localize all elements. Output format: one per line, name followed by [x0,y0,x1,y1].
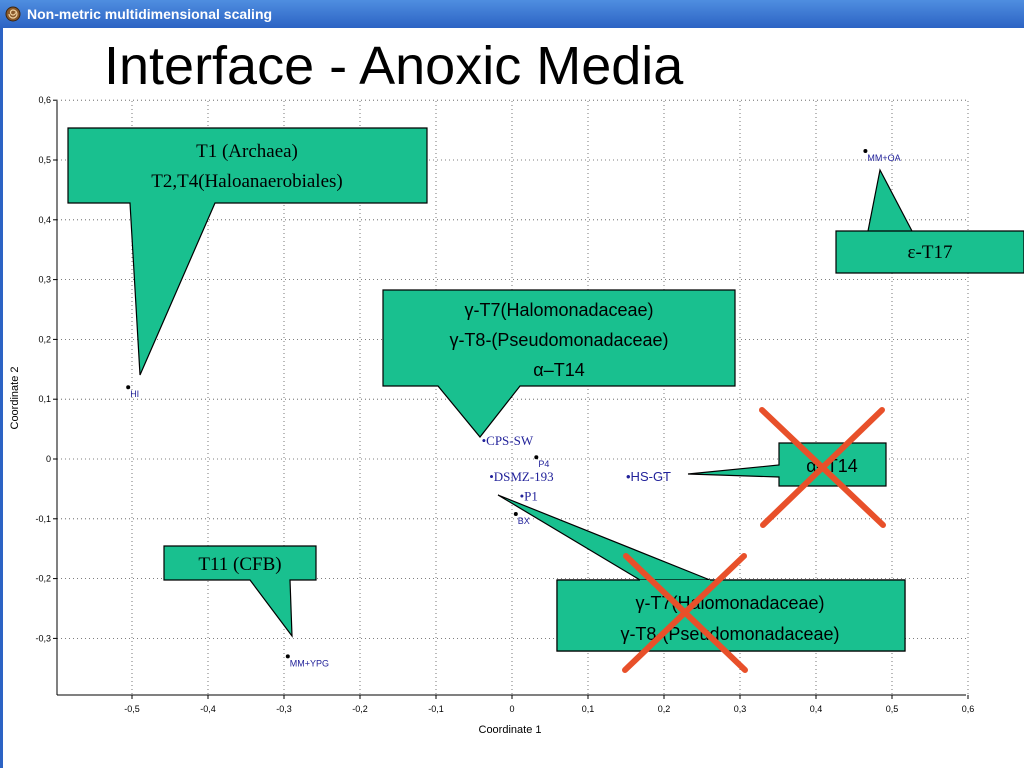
window-title: Non-metric multidimensional scaling [27,6,273,22]
y-tick-label: 0,2 [38,334,51,344]
x-tick-label: 0,5 [886,704,899,714]
callout-line: T11 (CFB) [198,554,281,575]
point-label: P4 [538,459,549,469]
callout-line: α–T14 [533,360,584,380]
callout-line: T1 (Archaea) [196,141,298,162]
slide-title: Interface - Anoxic Media [104,36,684,96]
y-tick-label: 0 [46,454,51,464]
overlay-point-labels: •CPS-SW •DSMZ-193 •P1 •HS-GT [482,433,671,504]
x-tick-labels: -0,5 -0,4 -0,3 -0,2 -0,1 0 0,1 0,2 0,3 0,4 0,5 0,6 [124,704,974,714]
point-label: MM+OA [867,153,900,163]
window-titlebar: Non-metric multidimensional scaling [0,0,1024,28]
y-tick-label: 0,4 [38,215,51,225]
point-label: BX [518,516,530,526]
cross-mark [622,553,748,673]
y-tick-label: -0,2 [35,574,51,584]
x-tick-label: 0,2 [658,704,671,714]
y-tick-label: 0,6 [38,95,51,105]
overlay-point-label: •P1 [520,489,538,504]
x-tick-label: -0,1 [428,704,444,714]
data-point [863,149,868,154]
callout-line: T2,T4(Haloanaerobiales) [151,171,343,192]
x-axis-label: Coordinate 1 [479,724,542,736]
callout-t7-t8-crossed: γ-T7(Halomonadaceae) γ-T8-(Pseudomonadac… [497,494,906,652]
x-tick-label: 0,4 [810,704,823,714]
y-tick-label: -0,1 [35,514,51,524]
overlay-point-label: •HS-GT [626,469,671,484]
data-point [126,385,131,390]
x-tick-label: -0,3 [276,704,292,714]
y-tick-labels: -0,3 -0,2 -0,1 0 0,1 0,2 0,3 0,4 0,5 0,6 [35,95,51,643]
point-label: MM+YPG [290,658,329,668]
ammonite-icon [5,6,21,22]
window-frame-left [0,28,3,768]
y-axis-label: Coordinate 2 [9,367,21,430]
data-points: HI MM+OA MM+YPG P4 BX [126,149,901,668]
y-tick-label: 0,1 [38,394,51,404]
data-point [513,512,518,517]
callout-t7-t8-t14: γ-T7(Halomonadaceae) γ-T8-(Pseudomonadac… [382,289,736,438]
grid-lines [53,99,969,699]
x-tick-label: -0,2 [352,704,368,714]
axes [56,101,966,696]
callout-line: γ-T8-(Pseudomonadaceae) [620,624,839,644]
x-tick-label: 0,3 [734,704,747,714]
x-tick-label: 0 [509,704,514,714]
overlay-point-label: •DSMZ-193 [489,469,554,484]
callout-t1-t2-t4: T1 (Archaea) T2,T4(Haloanaerobiales) [67,127,428,376]
callout-line: γ-T8-(Pseudomonadaceae) [449,330,668,350]
callout-line: ε-T17 [908,242,953,263]
callout-line: γ-T7(Halomonadaceae) [464,300,653,320]
overlay-point-label: •CPS-SW [482,433,534,448]
data-point [534,455,539,460]
y-tick-label: 0,5 [38,155,51,165]
cross-mark [759,407,886,528]
x-tick-label: -0,4 [200,704,216,714]
callout-t11-cfb: T11 (CFB) [163,545,317,638]
data-point [285,654,290,659]
point-label: HI [130,389,139,399]
x-tick-label: -0,5 [124,704,140,714]
x-tick-label: 0,6 [962,704,975,714]
y-tick-label: -0,3 [35,633,51,643]
y-tick-label: 0,3 [38,275,51,285]
x-tick-label: 0,1 [582,704,595,714]
callout-t14-crossed: α–T14 [687,442,887,487]
callout-t17: ε-T17 [835,168,1024,274]
